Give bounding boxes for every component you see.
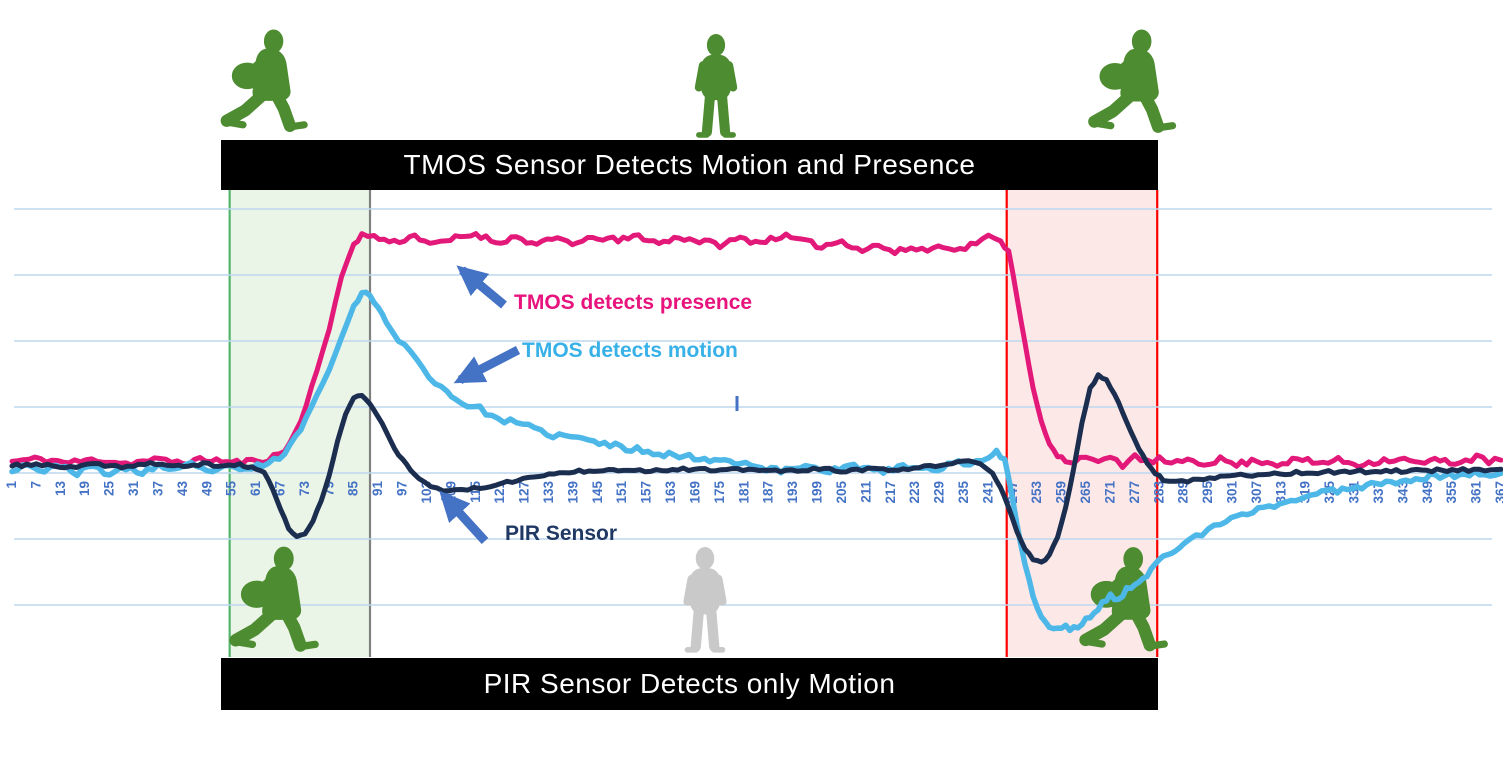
series-tmos-detects-presence xyxy=(9,231,1503,470)
x-axis-label: 229 xyxy=(932,481,947,504)
pir-callout-label: PIR Sensor xyxy=(505,522,618,545)
x-axis-label: 175 xyxy=(712,481,727,504)
x-axis-label: 361 xyxy=(1469,481,1484,504)
presence-arrow-icon xyxy=(456,265,507,309)
x-axis-label: 37 xyxy=(150,481,165,496)
x-axis-label: 313 xyxy=(1273,481,1288,504)
x-axis-label: 157 xyxy=(639,481,654,504)
x-axis-label: 91 xyxy=(370,481,385,497)
bottom-banner-text: PIR Sensor Detects only Motion xyxy=(483,668,896,699)
x-axis-label: 49 xyxy=(199,481,214,496)
x-axis-label: 283 xyxy=(1151,481,1166,504)
x-axis-label: 73 xyxy=(297,481,312,497)
x-axis-label: 127 xyxy=(517,481,532,504)
motion-callout-label: TMOS detects motion xyxy=(522,339,738,362)
x-axis-label: 43 xyxy=(175,481,190,497)
x-axis-label: 139 xyxy=(565,481,580,504)
x-axis-label: 145 xyxy=(590,481,605,504)
x-axis-label: 133 xyxy=(541,481,556,504)
standing-person-icon xyxy=(699,35,733,135)
x-axis-label: 61 xyxy=(248,481,263,497)
x-axis-labels: 1 7 13 19 25 31 37 43 49 55 61 67 73 79 85 91 97 103 109 11… xyxy=(4,481,1503,504)
motion-arrow-icon xyxy=(453,346,521,384)
series-pir-sensor xyxy=(9,372,1503,565)
x-axis-label: 349 xyxy=(1420,481,1435,504)
x-axis-label: 307 xyxy=(1249,481,1264,504)
x-axis-label: 259 xyxy=(1054,481,1069,504)
x-axis-label: 235 xyxy=(956,481,971,504)
x-axis-label: 355 xyxy=(1444,481,1459,504)
top-banner-text: TMOS Sensor Detects Motion and Presence xyxy=(403,149,976,180)
x-axis-label: 277 xyxy=(1127,481,1142,504)
x-axis-label: 265 xyxy=(1078,481,1093,504)
signal-curves xyxy=(9,231,1503,634)
pir-arrow-icon xyxy=(439,490,489,545)
x-axis-label: 55 xyxy=(224,481,239,497)
x-axis-label: 301 xyxy=(1224,481,1239,504)
x-axis-label: 97 xyxy=(395,481,410,496)
x-axis-label: 85 xyxy=(346,481,361,497)
x-axis-label: 1 xyxy=(4,481,19,489)
x-axis-label: 271 xyxy=(1102,481,1117,504)
x-axis-label: 241 xyxy=(980,481,995,504)
x-axis-label: 343 xyxy=(1395,481,1410,504)
x-axis-label: 7 xyxy=(28,481,43,489)
x-axis-label: 253 xyxy=(1029,481,1044,504)
walking-person-icon xyxy=(225,30,304,127)
x-axis-label: 31 xyxy=(126,481,141,497)
x-axis-label: 169 xyxy=(687,481,702,504)
walking-person-icon xyxy=(1092,30,1172,128)
x-axis-label: 19 xyxy=(77,481,92,496)
x-axis-label: 289 xyxy=(1176,481,1191,504)
x-axis-label: 205 xyxy=(834,481,849,504)
x-axis-label: 199 xyxy=(810,481,825,504)
x-axis-label: 217 xyxy=(883,481,898,504)
x-axis-label: 193 xyxy=(785,481,800,504)
x-axis-label: 223 xyxy=(907,481,922,504)
x-axis-label: 151 xyxy=(614,481,629,504)
x-axis-label: 13 xyxy=(53,481,68,497)
x-axis-label: 25 xyxy=(102,481,117,497)
bottom-banner: PIR Sensor Detects only Motion xyxy=(221,658,1158,710)
x-axis-label: 211 xyxy=(858,481,873,503)
x-axis-label: 187 xyxy=(761,481,776,504)
series-tmos-detects-motion xyxy=(9,289,1503,634)
standing-person-gray-icon xyxy=(688,548,723,650)
x-axis-label: 181 xyxy=(736,481,751,504)
callout-arrows xyxy=(439,265,521,545)
x-axis-label: 295 xyxy=(1200,481,1215,504)
x-axis-label: 163 xyxy=(663,481,678,504)
x-axis-label: 367 xyxy=(1493,481,1503,504)
top-banner: TMOS Sensor Detects Motion and Presence xyxy=(221,140,1158,190)
presence-callout-label: TMOS detects presence xyxy=(514,291,753,314)
